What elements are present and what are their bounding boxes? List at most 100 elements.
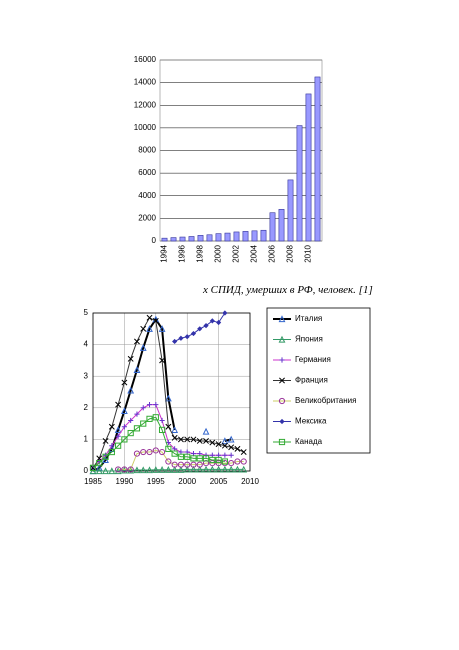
legend-label: Германия [295, 355, 331, 364]
x-tick-label: 1994 [160, 244, 169, 262]
marker [215, 456, 222, 464]
marker [221, 458, 228, 465]
marker [209, 456, 216, 464]
marker [158, 426, 166, 434]
marker [115, 401, 122, 408]
marker [228, 460, 235, 467]
marker [196, 455, 203, 462]
marker [152, 414, 159, 421]
marker [228, 444, 235, 451]
x-tick-label: 2004 [250, 244, 259, 262]
marker [102, 453, 109, 460]
bar [278, 209, 285, 242]
marker [184, 453, 191, 460]
marker [128, 417, 134, 424]
marker [203, 438, 209, 444]
x-tick-label: 1995 [147, 477, 165, 486]
marker [134, 338, 140, 345]
legend-marker [278, 335, 286, 343]
y-tick-label: 1 [84, 435, 89, 444]
marker [120, 407, 128, 415]
series-line [92, 416, 226, 469]
y-tick-label: 10000 [134, 123, 157, 132]
marker [196, 465, 204, 473]
marker [216, 319, 222, 326]
x-tick-label: 1985 [84, 477, 102, 486]
marker [196, 461, 203, 468]
marker [164, 394, 172, 402]
marker [159, 417, 165, 424]
marker [164, 466, 172, 473]
legend-marker [278, 315, 286, 323]
marker [172, 338, 178, 345]
marker [127, 466, 134, 473]
marker [108, 448, 115, 456]
marker [202, 455, 210, 462]
marker [121, 436, 128, 443]
y-tick-label: 0 [84, 466, 89, 475]
marker [115, 433, 121, 439]
x-tick-label: 2006 [268, 244, 277, 262]
caption: х СПИД, умерших в РФ, человек. [1] [203, 284, 373, 296]
marker [177, 466, 185, 473]
marker [190, 465, 197, 473]
legend-marker [278, 397, 286, 405]
marker [115, 442, 122, 449]
marker [171, 461, 178, 468]
marker [209, 318, 215, 324]
marker [140, 448, 147, 456]
y-tick-label: 16000 [134, 55, 157, 64]
bar [197, 235, 204, 242]
marker [114, 467, 122, 475]
marker [140, 420, 147, 427]
marker [209, 439, 216, 446]
legend-label: Канада [295, 437, 323, 446]
x-tick-label: 2002 [232, 244, 241, 262]
legend-label: Франция [295, 376, 328, 385]
marker [197, 326, 203, 332]
bar [179, 236, 186, 242]
plot-frame [92, 312, 251, 472]
marker [89, 464, 97, 471]
bar [188, 236, 195, 242]
marker [221, 437, 229, 445]
marker [121, 424, 127, 430]
marker [227, 435, 235, 443]
marker [184, 334, 190, 340]
marker [221, 442, 228, 449]
legend-marker [279, 377, 285, 384]
y-tick-label: 4 [84, 340, 89, 349]
x-tick-label: 2008 [286, 244, 295, 262]
marker [203, 452, 209, 458]
y-tick-label: 5 [84, 308, 89, 317]
marker [171, 426, 179, 434]
marker [127, 355, 134, 362]
marker [203, 323, 209, 329]
marker [121, 466, 128, 473]
marker [171, 450, 178, 457]
marker [139, 466, 147, 474]
marker [127, 466, 135, 474]
marker [102, 438, 109, 444]
marker [120, 466, 128, 474]
marker [159, 357, 166, 364]
marker [221, 465, 229, 473]
bar [161, 237, 168, 242]
x-tick-label: 2000 [214, 244, 223, 262]
bar [224, 232, 231, 242]
marker [133, 425, 141, 432]
y-tick-label: 14000 [134, 78, 157, 87]
bar [269, 212, 276, 242]
marker [146, 466, 153, 474]
bar [287, 179, 294, 242]
marker [228, 452, 234, 458]
bar [215, 233, 222, 242]
marker [115, 466, 122, 473]
marker [178, 335, 184, 341]
marker [146, 448, 153, 456]
marker [121, 379, 128, 386]
marker [184, 461, 191, 468]
marker [133, 450, 141, 457]
marker [165, 423, 172, 430]
marker [89, 467, 97, 475]
